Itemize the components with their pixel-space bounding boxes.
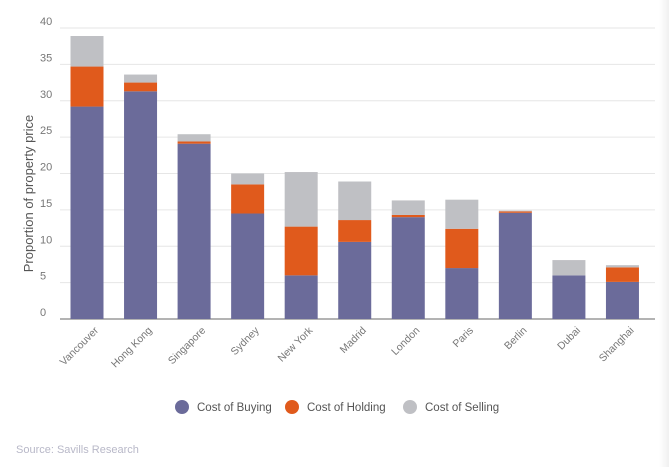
bar-segment xyxy=(70,106,104,319)
bar-segment xyxy=(605,281,639,319)
y-tick-label: 0 xyxy=(40,307,46,319)
bar-segment xyxy=(338,181,372,221)
bar-segment xyxy=(391,214,425,218)
x-tick-label: Dubai xyxy=(555,325,583,353)
bar-segment xyxy=(445,199,479,229)
bar-segment xyxy=(391,217,425,319)
y-tick-label: 20 xyxy=(40,162,52,174)
bar-segment xyxy=(498,212,532,319)
x-tick-label: London xyxy=(389,325,422,358)
y-tick-label: 40 xyxy=(40,16,52,28)
bar-segment xyxy=(177,141,211,144)
y-tick-label: 5 xyxy=(40,271,46,283)
y-tick-label: 10 xyxy=(40,234,52,246)
bar-segment xyxy=(605,267,639,282)
bar-segment xyxy=(552,275,586,319)
bar-segment xyxy=(70,66,104,107)
legend-swatch xyxy=(403,400,417,414)
legend-swatch xyxy=(175,400,189,414)
y-tick-label: 25 xyxy=(40,125,52,137)
bar-segment xyxy=(391,200,425,215)
bar-segment xyxy=(177,134,211,142)
bar-segment xyxy=(124,91,158,319)
x-tick-label: Hong Kong xyxy=(109,325,155,371)
bar-segment xyxy=(284,226,318,276)
x-tick-label: Singapore xyxy=(166,325,208,367)
source-note: Source: Savills Research xyxy=(16,444,139,456)
y-tick-label: 30 xyxy=(40,89,52,101)
x-tick-label: Vancouver xyxy=(58,324,102,368)
bar-segment xyxy=(124,82,158,92)
y-tick-label: 15 xyxy=(40,198,52,210)
x-tick-label: Paris xyxy=(451,325,476,350)
bar-segment xyxy=(498,210,532,212)
x-tick-label: Madrid xyxy=(338,325,369,356)
bar-segment xyxy=(231,173,265,185)
x-tick-label: Sydney xyxy=(229,324,263,358)
bar-segment xyxy=(498,211,532,213)
bar-segment xyxy=(552,260,586,276)
page-edge-shadow xyxy=(659,0,669,467)
bar-segment xyxy=(70,36,104,67)
x-tick-label: Shanghai xyxy=(597,325,637,365)
y-axis-label: Proportion of property price xyxy=(21,115,36,273)
bar-segment xyxy=(605,265,639,268)
bar-segment xyxy=(177,143,211,319)
bar-segment xyxy=(284,275,318,319)
x-tick-label: Berlin xyxy=(502,325,530,353)
legend-label: Cost of Selling xyxy=(425,402,499,414)
bar-segment xyxy=(338,241,372,319)
legend-label: Cost of Buying xyxy=(197,402,272,414)
bar-segment xyxy=(445,268,479,319)
bar-segment xyxy=(445,228,479,269)
y-tick-label: 35 xyxy=(40,52,52,64)
legend-label: Cost of Holding xyxy=(307,402,386,414)
bar-segment xyxy=(338,220,372,242)
x-tick-label: New York xyxy=(275,324,315,364)
bar-segment xyxy=(124,74,158,83)
legend-swatch xyxy=(285,400,299,414)
bar-segment xyxy=(284,172,318,227)
bar-segment xyxy=(231,184,265,214)
bar-segment xyxy=(231,213,265,319)
